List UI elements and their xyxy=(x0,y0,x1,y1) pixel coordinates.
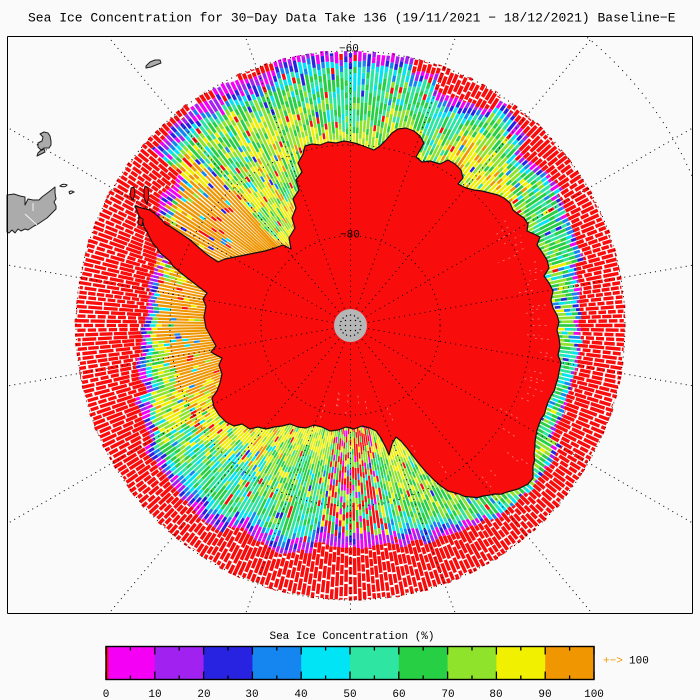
svg-text:60: 60 xyxy=(392,689,405,700)
svg-text:Sea Ice Concentration for 30−D: Sea Ice Concentration for 30−Day Data Ta… xyxy=(28,11,676,26)
svg-text:40: 40 xyxy=(294,689,307,700)
svg-text:−60: −60 xyxy=(339,44,359,56)
svg-text:100: 100 xyxy=(584,689,604,700)
svg-text:90: 90 xyxy=(538,689,551,700)
svg-text:70: 70 xyxy=(441,689,454,700)
svg-text:Sea Ice Concentration (%): Sea Ice Concentration (%) xyxy=(269,631,434,643)
svg-text:80: 80 xyxy=(489,689,502,700)
svg-text:10: 10 xyxy=(148,689,161,700)
svg-text:+−>: +−> xyxy=(603,656,623,668)
svg-text:0: 0 xyxy=(103,689,110,700)
svg-text:100: 100 xyxy=(629,656,649,668)
svg-text:20: 20 xyxy=(197,689,210,700)
svg-text:30: 30 xyxy=(245,689,258,700)
svg-text:−80: −80 xyxy=(340,230,360,242)
svg-text:50: 50 xyxy=(343,689,356,700)
